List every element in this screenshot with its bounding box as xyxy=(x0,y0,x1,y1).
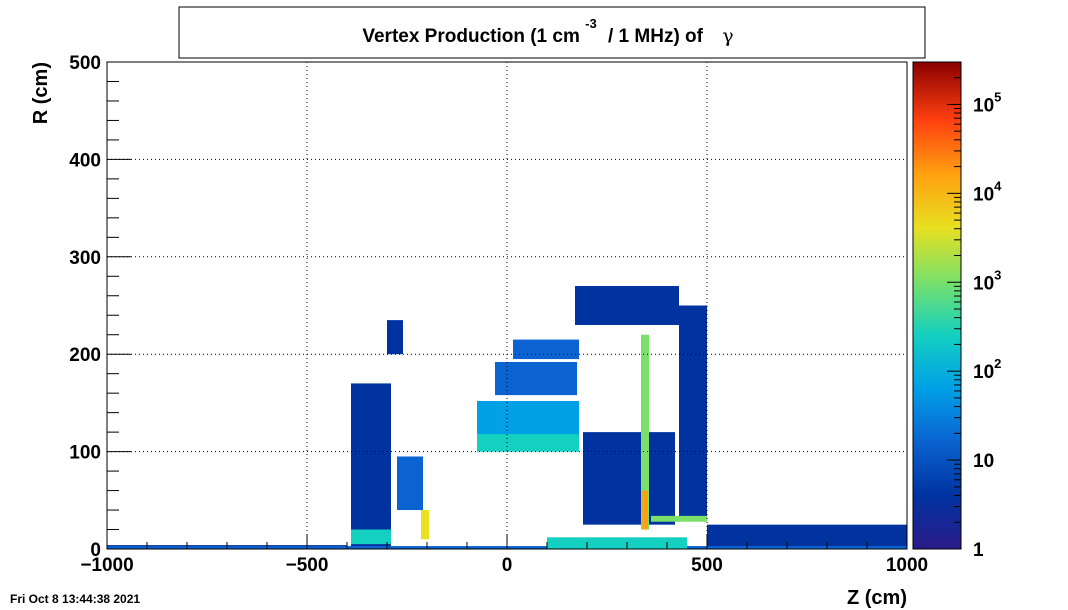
heatmap-cell-13 xyxy=(421,510,429,540)
x-tick-label-4: 1000 xyxy=(886,555,928,576)
heatmap-cell-9 xyxy=(495,361,577,396)
heatmap-cell-1 xyxy=(707,524,907,549)
colorbar-label-0: 1 xyxy=(973,540,984,561)
y-tick-label-4: 400 xyxy=(69,150,101,171)
y-tick-label-5: 500 xyxy=(69,53,101,74)
y-tick-label-3: 300 xyxy=(69,248,101,269)
heatmap-cell-2 xyxy=(351,383,391,549)
y-axis-title: R (cm) xyxy=(30,62,52,124)
heatmap-cell-12 xyxy=(351,529,391,545)
x-tick-label-2: 0 xyxy=(502,555,513,576)
grid xyxy=(107,62,907,549)
title-exponent: -3 xyxy=(585,16,597,31)
heatmap-cell-16 xyxy=(651,515,707,522)
colorbar-label-3: 103 xyxy=(973,267,1001,294)
colorbar-label-1: 10 xyxy=(973,451,994,472)
x-tick-label-0: −1000 xyxy=(80,555,133,576)
x-tick-label-3: 500 xyxy=(691,555,723,576)
y-tick-label-0: 0 xyxy=(90,540,101,561)
heatmap-cell-10 xyxy=(513,339,579,360)
heatmap-cell-18 xyxy=(547,537,687,549)
heatmap-cell-4 xyxy=(679,305,707,520)
heatmap-cell-8 xyxy=(477,434,579,452)
colorbar xyxy=(912,61,962,550)
colorbar-label-4: 104 xyxy=(973,178,1002,205)
x-axis-title: Z (cm) xyxy=(847,587,907,609)
timestamp: Fri Oct 8 13:44:38 2021 xyxy=(10,592,140,606)
colorbar-labels: 1 10 102 103 104 105 xyxy=(973,89,1002,561)
heatmap-cell-6 xyxy=(583,432,675,525)
heatmap-cell-11 xyxy=(397,456,423,511)
axis-ticks xyxy=(106,61,908,550)
plot-area xyxy=(107,286,907,549)
colorbar-ticks xyxy=(947,61,961,550)
y-tick-label-2: 200 xyxy=(69,345,101,366)
heatmap-cell-5 xyxy=(575,286,679,325)
axis-tick-labels: −1000 −500 0 500 1000 0 100 200 300 400 500 xyxy=(69,53,928,576)
y-tick-label-1: 100 xyxy=(69,443,101,464)
heatmap-cell-3 xyxy=(387,320,403,355)
chart-title: Vertex Production (1 cm -3 / 1 MHz) of γ xyxy=(362,12,733,47)
colorbar-label-5: 105 xyxy=(973,89,1001,116)
plot-frame xyxy=(106,61,908,550)
colorbar-label-2: 102 xyxy=(973,356,1001,383)
heatmap-cell-15 xyxy=(642,490,648,530)
title-box xyxy=(178,6,926,59)
title-tail: / 1 MHz) of xyxy=(608,26,704,47)
title-particle: γ xyxy=(722,25,733,47)
heatmap-cell-14 xyxy=(641,334,649,530)
x-tick-label-1: −500 xyxy=(286,555,329,576)
title-main: Vertex Production (1 cm xyxy=(362,26,580,47)
